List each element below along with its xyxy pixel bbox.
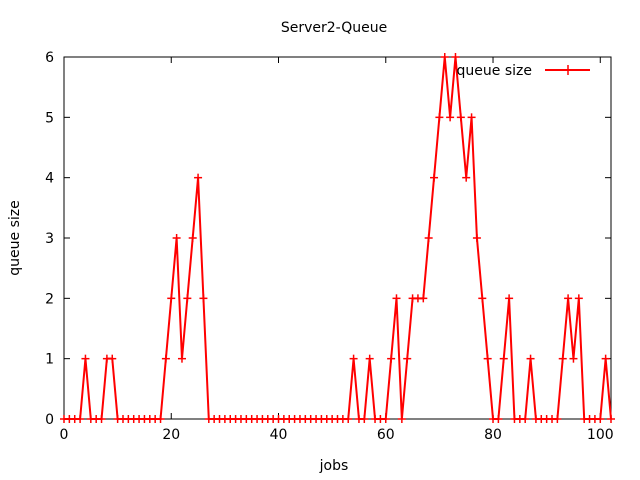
y-tick-label: 5: [45, 110, 54, 126]
data-point: [553, 415, 562, 423]
data-point: [472, 234, 481, 242]
x-tick-label: 0: [60, 427, 69, 443]
data-point: [505, 294, 514, 303]
y-tick-label: 4: [45, 171, 54, 187]
data-point: [344, 415, 353, 423]
data-point: [607, 415, 615, 423]
axis-ticks: [63, 56, 611, 420]
plot-frame: [63, 56, 612, 420]
y-tick-label: 6: [45, 50, 54, 66]
data-point: [569, 354, 578, 363]
data-point: [199, 294, 208, 303]
data-point: [430, 173, 439, 182]
data-point: [526, 354, 535, 363]
data-point: [156, 415, 165, 423]
data-point: [397, 415, 406, 423]
data-point: [387, 354, 396, 363]
data-point: [381, 415, 390, 423]
x-tick-label: 100: [587, 427, 614, 443]
data-point: [467, 113, 476, 122]
data-point: [365, 354, 374, 363]
data-point: [161, 354, 170, 363]
data-point: [167, 294, 176, 303]
data-point: [76, 415, 85, 423]
data-point: [403, 354, 412, 363]
data-point: [499, 354, 508, 363]
y-axis-label: queue size: [7, 200, 23, 275]
series-queue-size: [60, 53, 615, 423]
data-point: [521, 415, 530, 423]
data-point: [478, 294, 487, 303]
x-axis-label: jobs: [319, 458, 349, 474]
x-tick-label: 60: [377, 427, 395, 443]
data-point: [596, 415, 605, 423]
x-tick-label: 80: [484, 427, 502, 443]
y-tick-label: 1: [45, 352, 54, 368]
data-point: [183, 294, 192, 303]
x-tick-label: 20: [162, 427, 180, 443]
legend-marker: [563, 65, 573, 75]
data-point: [419, 294, 428, 303]
y-tick-label: 2: [45, 291, 54, 307]
legend: queue size: [457, 63, 590, 79]
data-point: [435, 113, 444, 122]
chart-title: Server2-Queue: [281, 20, 387, 36]
data-point: [81, 354, 90, 363]
data-point: [574, 294, 583, 303]
data-point: [446, 113, 455, 122]
y-tick-label: 3: [45, 231, 54, 247]
data-point: [349, 354, 358, 363]
data-point: [451, 53, 460, 61]
data-point: [564, 294, 573, 303]
series-line: [64, 56, 612, 420]
y-tick-label: 0: [45, 412, 54, 428]
data-point: [360, 415, 369, 423]
data-point: [440, 53, 449, 61]
data-point: [601, 354, 610, 363]
data-point: [424, 234, 433, 242]
data-point: [456, 113, 465, 122]
data-point: [177, 354, 186, 363]
data-point: [558, 354, 567, 363]
data-point: [494, 415, 503, 423]
data-point: [483, 354, 492, 363]
data-point: [194, 173, 203, 182]
data-point: [188, 234, 197, 242]
x-axis-tick-labels: 0 20 40 60 80 100: [60, 427, 614, 443]
data-point: [462, 173, 471, 182]
data-point: [97, 415, 106, 423]
data-point: [108, 354, 117, 363]
x-tick-label: 40: [270, 427, 288, 443]
data-point: [392, 294, 401, 303]
data-point: [172, 234, 181, 242]
y-axis-tick-labels: 0 1 2 3 4 5 6: [45, 50, 54, 428]
legend-label: queue size: [457, 63, 532, 79]
